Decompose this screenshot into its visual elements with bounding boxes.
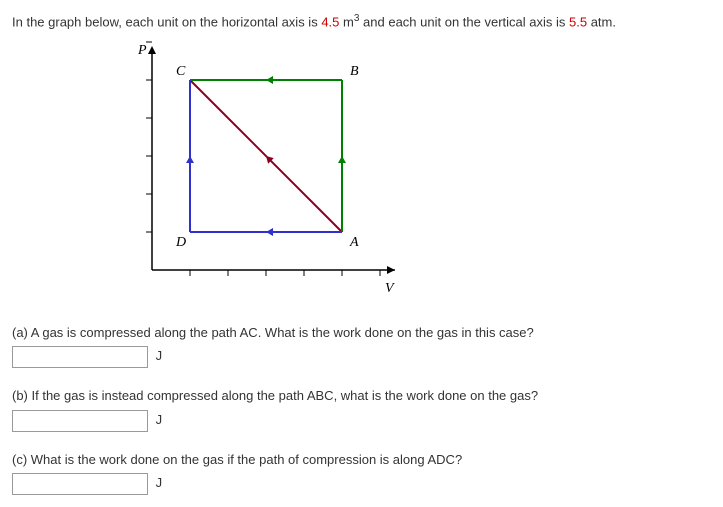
answer-c-input[interactable]	[12, 473, 148, 495]
answer-a-input[interactable]	[12, 346, 148, 368]
answer-b-input[interactable]	[12, 410, 148, 432]
pv-graph: P V A B C D	[102, 40, 711, 303]
svg-text:P: P	[137, 43, 147, 58]
intro-t3: .	[612, 14, 616, 29]
intro-text: In the graph below, each unit on the hor…	[12, 12, 711, 32]
question-c-text: (c) What is the work done on the gas if …	[12, 450, 711, 470]
question-a-text: (a) A gas is compressed along the path A…	[12, 323, 711, 343]
svg-text:C: C	[176, 64, 186, 79]
answer-c-unit: J	[156, 475, 163, 490]
svg-text:D: D	[175, 235, 186, 250]
intro-t2: and each unit on the vertical axis is	[359, 14, 569, 29]
svg-text:B: B	[350, 64, 359, 79]
answer-b-unit: J	[156, 412, 163, 427]
question-c: (c) What is the work done on the gas if …	[12, 450, 711, 496]
h-unit-base: m	[343, 14, 354, 29]
pv-svg: P V A B C D	[102, 40, 402, 300]
answer-a-unit: J	[156, 348, 163, 363]
question-b: (b) If the gas is instead compressed alo…	[12, 386, 711, 432]
svg-text:A: A	[349, 235, 359, 250]
h-axis-value: 4.5	[321, 14, 339, 29]
svg-text:V: V	[385, 281, 395, 296]
v-axis-value: 5.5	[569, 14, 587, 29]
intro-t1: In the graph below, each unit on the hor…	[12, 14, 321, 29]
v-unit: atm	[591, 14, 613, 29]
question-b-text: (b) If the gas is instead compressed alo…	[12, 386, 711, 406]
question-a: (a) A gas is compressed along the path A…	[12, 323, 711, 369]
